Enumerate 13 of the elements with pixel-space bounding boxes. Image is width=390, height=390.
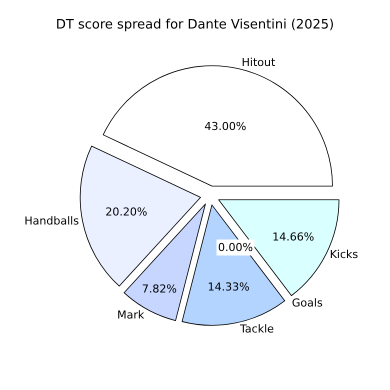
slice-label: Tackle [239,322,274,336]
data-label: 14.33% [208,280,250,294]
slice-label: Mark [117,308,145,322]
slice-label: Hitout [242,56,276,69]
slice-label: Handballs [24,214,80,228]
data-label: 43.00% [204,120,246,134]
slice-label: Kicks [330,248,358,262]
data-label: 20.20% [105,205,148,218]
data-label: 7.82% [142,282,177,296]
data-label: 14.66% [272,230,314,244]
chart-title: DT score spread for Dante Visentini (2025) [56,18,334,33]
category-label: Goals [292,296,323,310]
text: 0.00% [218,241,253,254]
